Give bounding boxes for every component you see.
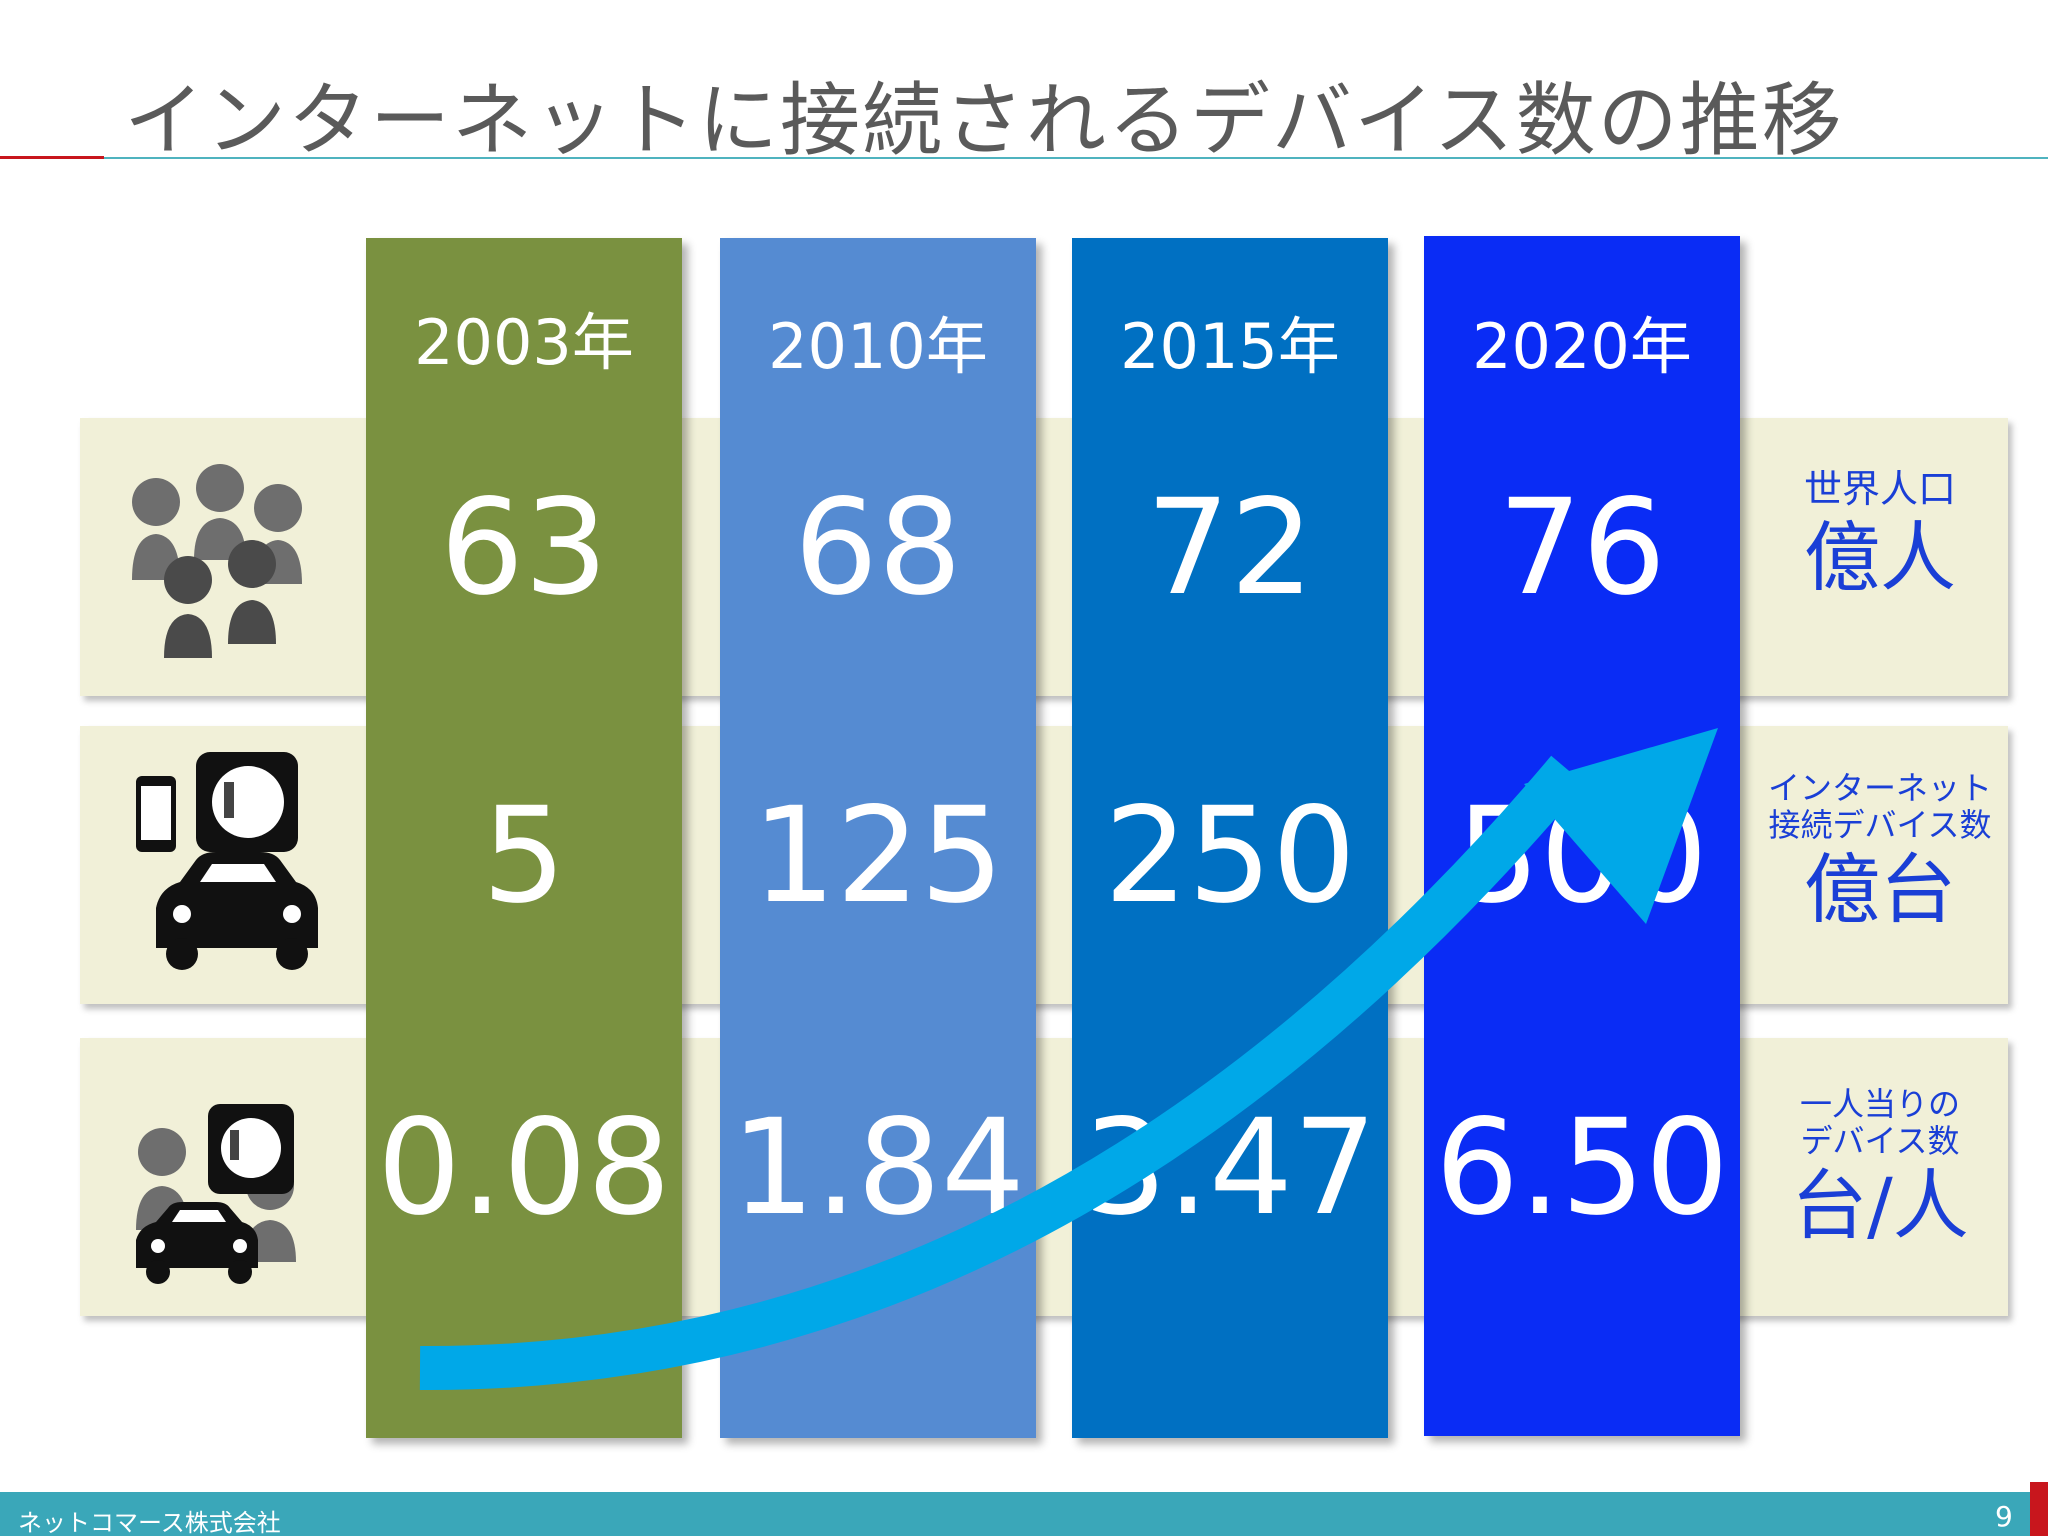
unit-caption: デバイス数 bbox=[1800, 1121, 1960, 1160]
people-group-icon bbox=[120, 460, 320, 670]
unit-label: 億台 bbox=[1804, 844, 1956, 934]
footer-accent bbox=[2030, 1482, 2048, 1536]
population-value: 72 bbox=[1146, 471, 1314, 625]
devices-value: 5 bbox=[482, 779, 566, 933]
population-value: 68 bbox=[794, 471, 962, 625]
devices-icon bbox=[120, 748, 320, 978]
year-label: 2015年 bbox=[1120, 310, 1340, 383]
people-devices-icon bbox=[120, 1100, 320, 1300]
unit-label: 億人 bbox=[1804, 512, 1956, 602]
column-2010: 2010年 68 125 1.84 bbox=[720, 238, 1036, 1438]
unit-per-person: 一人当りの デバイス数 台/人 bbox=[1760, 1086, 2000, 1251]
year-label: 2020年 bbox=[1472, 310, 1692, 383]
column-2003: 2003年 63 5 0.08 bbox=[366, 238, 682, 1438]
unit-caption: 一人当りの bbox=[1799, 1085, 1960, 1123]
unit-caption: 世界人口 bbox=[1803, 467, 1956, 511]
title-rule-red bbox=[0, 156, 104, 159]
per-person-value: 1.84 bbox=[731, 1091, 1025, 1245]
column-2015: 2015年 72 250 3.47 bbox=[1072, 238, 1388, 1438]
unit-caption: 接続デバイス数 bbox=[1768, 805, 1992, 844]
company-name: ネットコマース株式会社 bbox=[18, 1509, 281, 1537]
title-rule-teal bbox=[104, 157, 2048, 159]
page-title: インターネットに接続されるデバイス数の推移 bbox=[124, 74, 1844, 167]
devices-value: 500 bbox=[1456, 779, 1708, 933]
devices-value: 250 bbox=[1104, 779, 1356, 933]
unit-label: 台/人 bbox=[1791, 1160, 1969, 1250]
population-value: 76 bbox=[1498, 471, 1666, 625]
year-label: 2010年 bbox=[768, 310, 988, 383]
per-person-value: 6.50 bbox=[1435, 1091, 1729, 1245]
population-value: 63 bbox=[440, 471, 608, 625]
year-label: 2003年 bbox=[414, 306, 634, 379]
unit-population: 世界人口 億人 bbox=[1760, 467, 2000, 603]
per-person-value: 3.47 bbox=[1083, 1091, 1377, 1245]
page-number: 9 bbox=[1995, 1500, 2013, 1533]
devices-value: 125 bbox=[752, 779, 1004, 933]
column-2020: 2020年 76 500 6.50 bbox=[1424, 236, 1740, 1436]
unit-caption: インターネット bbox=[1767, 769, 1992, 807]
unit-devices: インターネット 接続デバイス数 億台 bbox=[1760, 770, 2000, 935]
per-person-value: 0.08 bbox=[377, 1091, 671, 1245]
footer-bar bbox=[0, 1492, 2030, 1536]
